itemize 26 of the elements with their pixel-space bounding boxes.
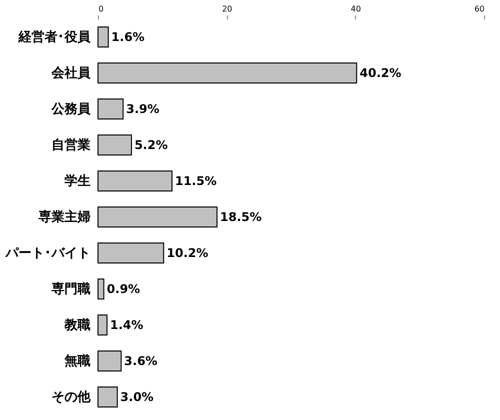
- x-tick-label: 0: [98, 4, 104, 14]
- data-label: 3.6%: [124, 354, 158, 368]
- y-tick-label: その他: [52, 390, 92, 405]
- y-tick-label: 学生: [64, 174, 90, 189]
- data-label: 1.4%: [110, 318, 144, 332]
- x-tick-label: 40: [350, 4, 361, 14]
- data-label: 3.9%: [126, 102, 160, 116]
- data-label: 5.2%: [134, 138, 168, 152]
- y-tick-label: 教職: [64, 317, 90, 333]
- data-label: 18.5%: [220, 210, 262, 224]
- data-label: 11.5%: [174, 174, 217, 188]
- data-label: 10.2%: [166, 246, 208, 260]
- data-label: 3.0%: [120, 390, 154, 404]
- data-label: 0.9%: [106, 282, 140, 296]
- data-label: 1.6%: [111, 30, 145, 44]
- y-tick-label: 自営業: [52, 137, 90, 153]
- y-tick-label: 専門職: [50, 281, 90, 297]
- y-tick-label: 公務員: [50, 102, 92, 117]
- x-tick-label: 60: [474, 4, 484, 14]
- y-tick-label: 経営者･役員: [18, 29, 92, 45]
- x-tick-label: 20: [222, 4, 232, 14]
- y-tick-label: 会社員: [50, 65, 92, 81]
- y-tick-label: 専業主婦: [38, 209, 90, 225]
- y-tick-label: 無職: [64, 353, 90, 369]
- data-label: 40.2%: [360, 66, 402, 80]
- y-tick-label: パート･バイト: [4, 246, 90, 261]
